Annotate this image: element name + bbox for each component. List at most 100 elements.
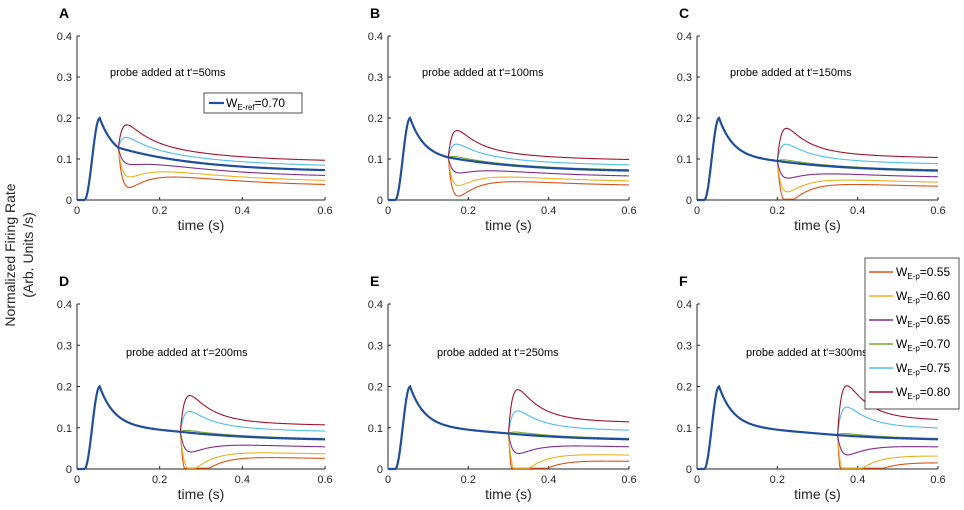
series-line-W_E-p=0.75 xyxy=(77,385,326,470)
probe-annotation: probe added at t'=200ms xyxy=(126,347,248,359)
x-tick-label: 0.2 xyxy=(152,205,167,217)
y-axis-label-line2: (Arb. Units /s) xyxy=(20,212,36,298)
panel-label: E xyxy=(370,273,379,289)
y-tick-label: 0.1 xyxy=(368,423,383,435)
y-tick-label: 0 xyxy=(686,464,692,476)
y-tick-label: 0.3 xyxy=(368,72,383,84)
legend-probe-weights: WE-p=0.55 WE-p=0.60 WE-p=0.65 WE-p=0.70 WE-p… xyxy=(864,257,960,410)
legend-item-label: WE-p=0.75 xyxy=(896,361,950,377)
x-tick-label: 0.4 xyxy=(235,474,250,486)
panel-label: D xyxy=(59,273,69,289)
y-tick-label: 0 xyxy=(66,195,72,207)
y-tick-label: 0 xyxy=(377,464,383,476)
x-tick-label: 0 xyxy=(385,474,391,486)
probe-annotation: probe added at t'=300ms xyxy=(746,347,868,359)
x-tick-label: 0.2 xyxy=(770,205,785,217)
x-tick-label: 0 xyxy=(74,205,80,217)
legend-ref-label: WE-ref=0.70 xyxy=(226,96,285,112)
y-tick-label: 0.4 xyxy=(368,299,383,311)
y-tick-label: 0.2 xyxy=(368,113,383,125)
series-line-W_E-p=0.65 xyxy=(77,385,326,470)
legend-reference: WE-ref=0.70 xyxy=(203,92,303,114)
y-tick-label: 0.4 xyxy=(677,299,692,311)
x-tick-label: 0 xyxy=(385,205,391,217)
x-tick-label: 0 xyxy=(694,474,700,486)
reference-series-line xyxy=(697,116,939,202)
series-line-W_E-p=0.60 xyxy=(77,385,326,470)
x-tick-label: 0.6 xyxy=(930,205,945,217)
panel-label: A xyxy=(59,5,69,21)
x-tick-label: 0.6 xyxy=(930,474,945,486)
reference-series-line xyxy=(388,384,630,471)
legend-ref-box xyxy=(203,92,303,114)
reference-series-line xyxy=(77,384,326,471)
y-tick-label: 0.1 xyxy=(677,423,692,435)
reference-series-line xyxy=(388,116,630,202)
y-tick-label: 0.1 xyxy=(57,154,72,166)
legend-item-label: WE-p=0.80 xyxy=(896,385,950,401)
y-tick-label: 0.4 xyxy=(57,31,72,43)
x-axis-label: time (s) xyxy=(794,217,841,233)
series-line-W_E-p=0.80 xyxy=(77,385,326,470)
x-tick-label: 0.2 xyxy=(461,474,476,486)
y-tick-label: 0.3 xyxy=(677,72,692,84)
x-tick-label: 0.4 xyxy=(541,205,556,217)
series-line-W_E-p=0.55 xyxy=(697,117,939,201)
y-tick-label: 0.3 xyxy=(57,340,72,352)
x-tick-label: 0.4 xyxy=(235,205,250,217)
panel-label: C xyxy=(679,5,689,21)
y-tick-label: 0.2 xyxy=(677,113,692,125)
probe-annotation: probe added at t'=50ms xyxy=(110,67,226,79)
x-tick-label: 0 xyxy=(74,474,80,486)
y-tick-label: 0.3 xyxy=(368,340,383,352)
y-tick-label: 0.4 xyxy=(57,299,72,311)
x-tick-label: 0.2 xyxy=(152,474,167,486)
y-tick-label: 0.2 xyxy=(57,113,72,125)
y-tick-label: 0.1 xyxy=(677,154,692,166)
probe-annotation: probe added at t'=100ms xyxy=(422,67,544,79)
series-line-W_E-p=0.55 xyxy=(77,385,326,470)
y-tick-label: 0.3 xyxy=(57,72,72,84)
y-tick-label: 0.3 xyxy=(677,340,692,352)
series-line-W_E-p=0.70 xyxy=(77,385,326,470)
x-axis-label: time (s) xyxy=(794,486,841,502)
y-tick-label: 0.1 xyxy=(368,154,383,166)
series-line-W_E-p=0.80 xyxy=(77,117,326,201)
x-tick-label: 0 xyxy=(694,205,700,217)
x-tick-label: 0.6 xyxy=(621,474,636,486)
y-tick-label: 0.4 xyxy=(368,31,383,43)
x-axis-label: time (s) xyxy=(178,217,225,233)
x-tick-label: 0.4 xyxy=(850,474,865,486)
x-tick-label: 0.2 xyxy=(461,205,476,217)
y-tick-label: 0.2 xyxy=(677,382,692,394)
y-axis-label-line1: Normalized Firing Rate xyxy=(2,183,18,326)
legend-item-label: WE-p=0.55 xyxy=(896,265,950,281)
y-tick-label: 0 xyxy=(377,195,383,207)
reference-series-line xyxy=(77,116,326,202)
x-axis-label: time (s) xyxy=(485,217,532,233)
series-line-W_E-p=0.80 xyxy=(388,385,630,470)
legend-box xyxy=(864,257,960,410)
x-tick-label: 0.6 xyxy=(317,205,332,217)
probe-annotation: probe added at t'=150ms xyxy=(730,67,852,79)
x-tick-label: 0.4 xyxy=(541,474,556,486)
x-tick-label: 0.4 xyxy=(850,205,865,217)
probe-annotation: probe added at t'=250ms xyxy=(437,347,559,359)
legend-item-label: WE-p=0.70 xyxy=(896,337,950,353)
y-tick-label: 0.1 xyxy=(57,423,72,435)
y-tick-label: 0 xyxy=(66,464,72,476)
y-tick-label: 0 xyxy=(686,195,692,207)
panel-label: B xyxy=(370,5,380,21)
legend-item-label: WE-p=0.60 xyxy=(896,289,950,305)
y-tick-label: 0.2 xyxy=(57,382,72,394)
x-tick-label: 0.2 xyxy=(770,474,785,486)
x-axis-label: time (s) xyxy=(178,486,225,502)
